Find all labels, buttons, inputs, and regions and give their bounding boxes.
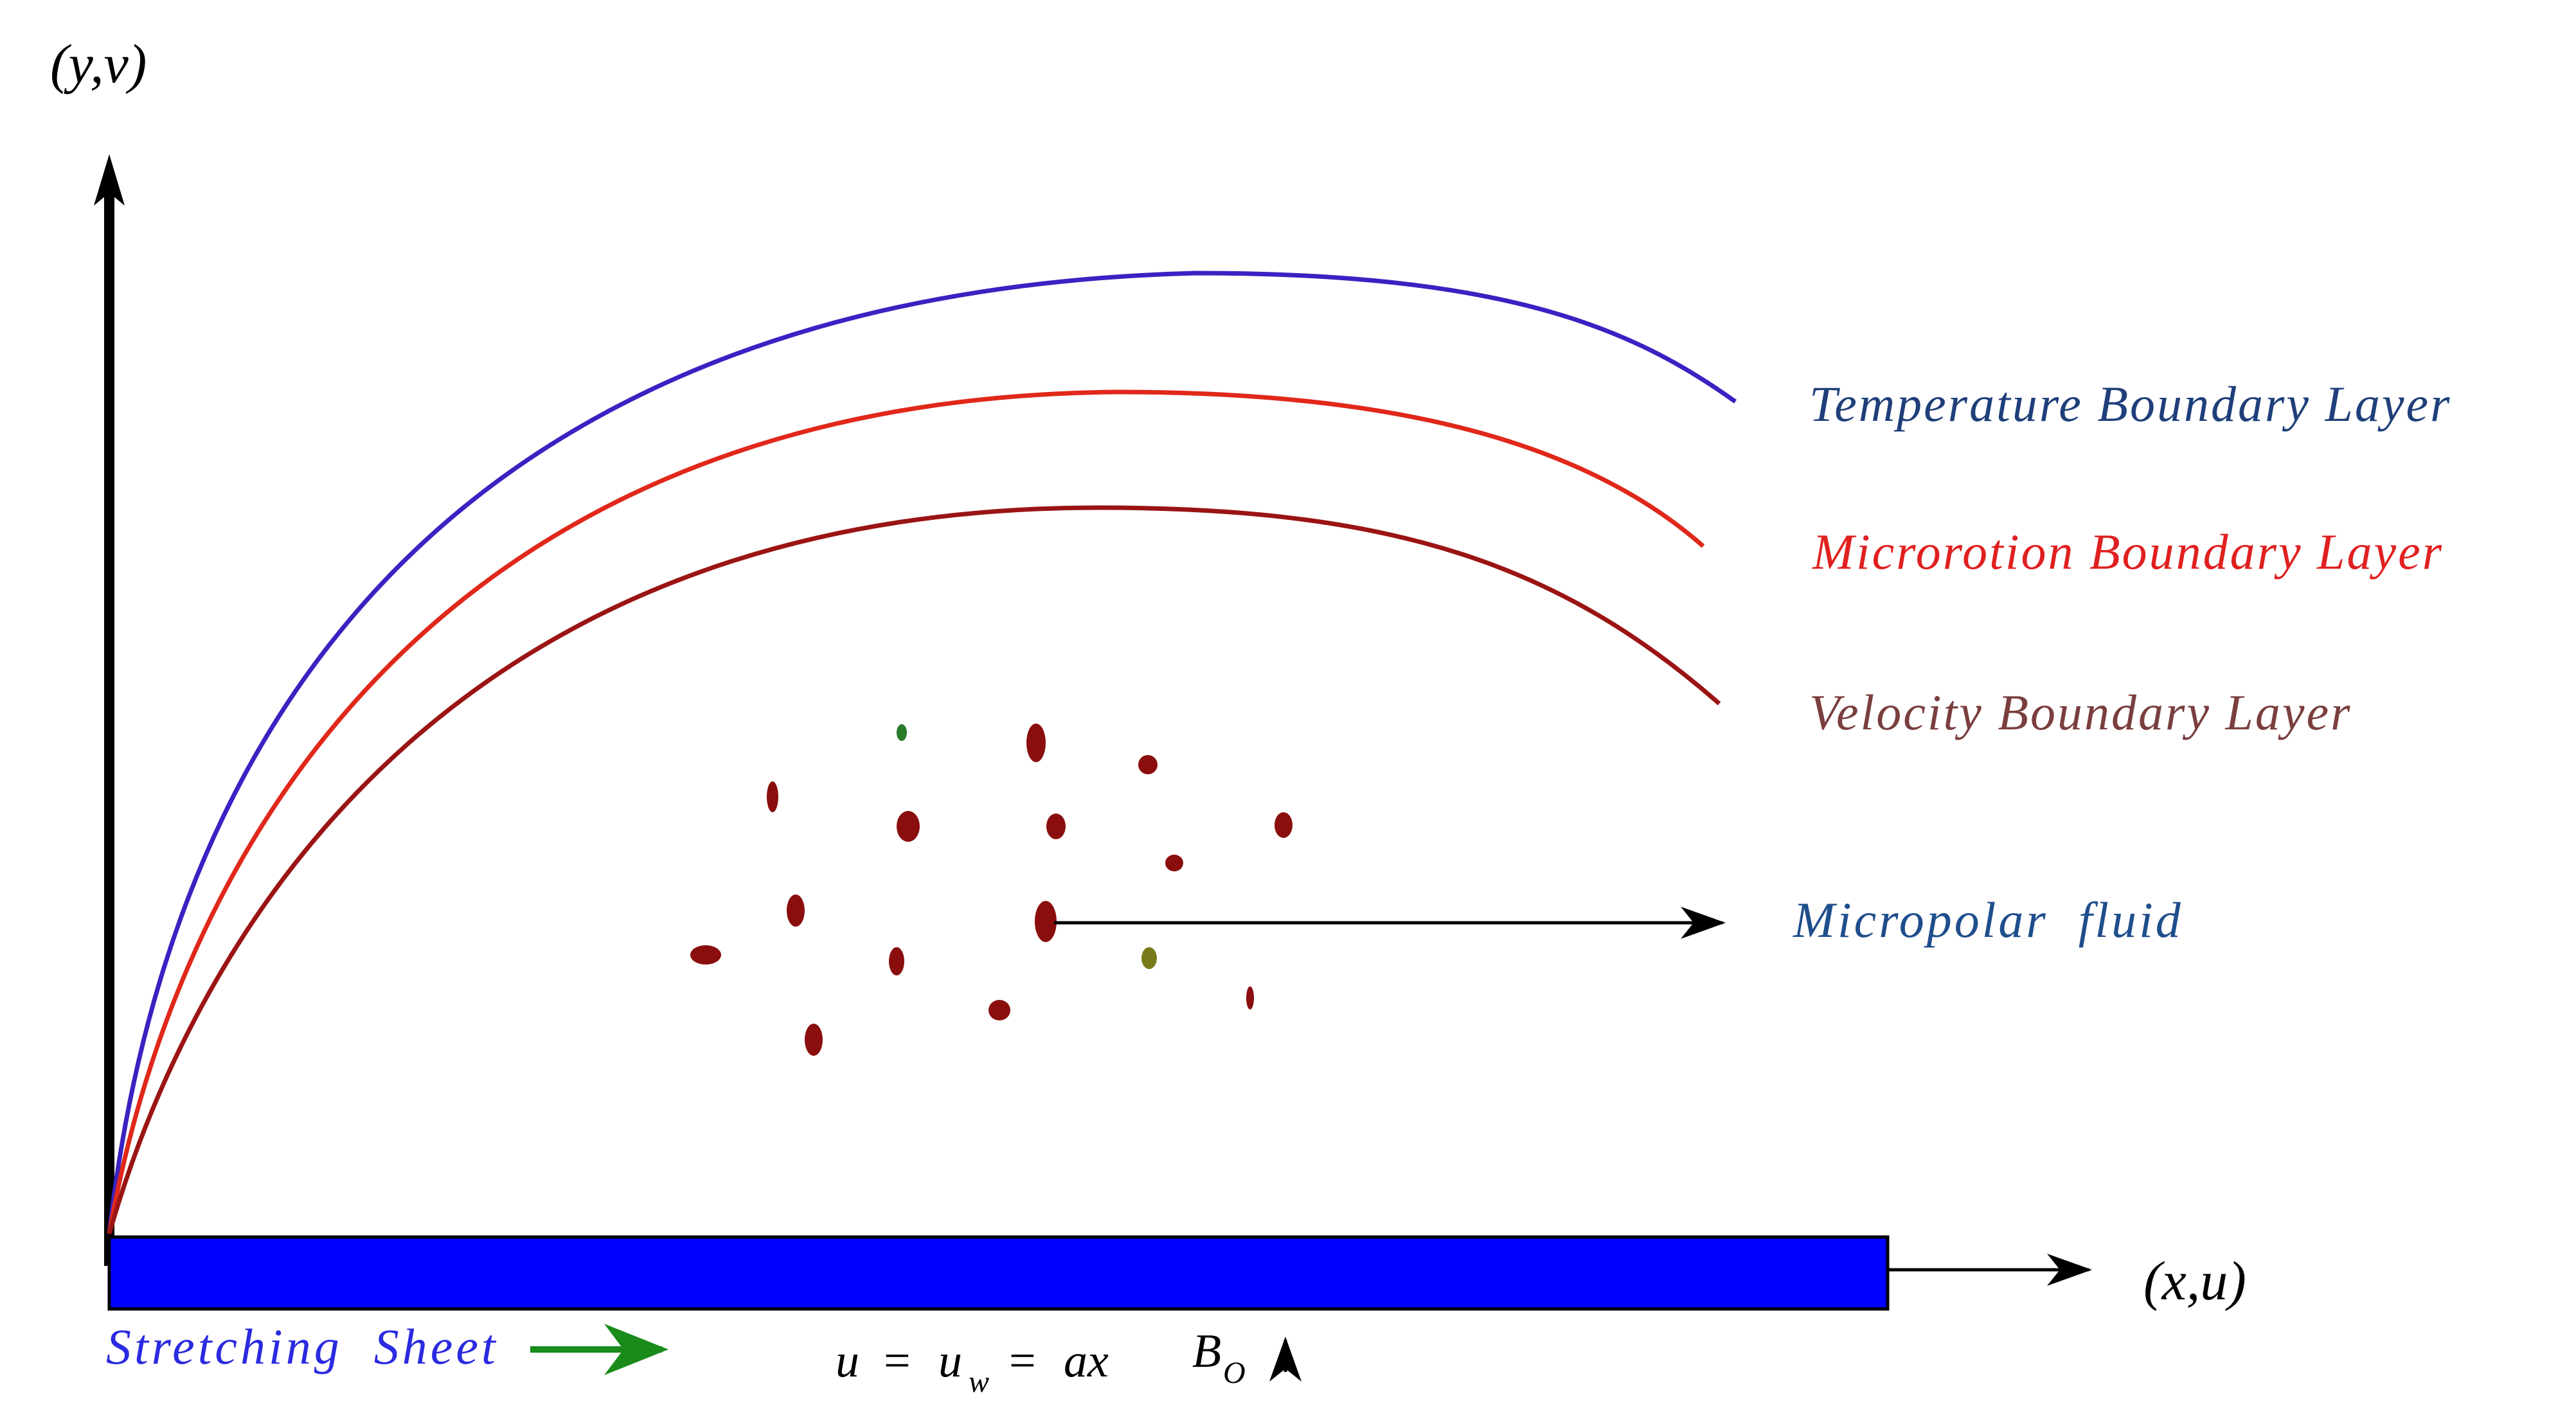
microrotion-boundary-layer-curve bbox=[107, 389, 1705, 1234]
stretching-sheet bbox=[107, 1235, 1890, 1311]
temperature-boundary-layer-curve bbox=[107, 271, 1737, 1234]
magnetic-field-base: B bbox=[1192, 1325, 1221, 1378]
y-axis-arrowhead bbox=[94, 154, 125, 206]
particle bbox=[1275, 812, 1292, 838]
micropolar-fluid-label: Micropolar fluid bbox=[1793, 892, 2183, 948]
temperature-boundary-layer-label: Temperature Boundary Layer bbox=[1809, 376, 2452, 432]
particle bbox=[787, 894, 805, 927]
particle bbox=[1141, 947, 1157, 969]
velocity-boundary-layer-curve bbox=[107, 505, 1721, 1234]
micropolar-particles bbox=[690, 724, 1292, 1056]
velocity-boundary-layer-label: Velocity Boundary Layer bbox=[1809, 684, 2352, 740]
equation-ax: ax bbox=[1064, 1335, 1109, 1387]
x-axis-label: (x,u) bbox=[2143, 1250, 2246, 1312]
microrotion-boundary-layer-label: Microrotion Boundary Layer bbox=[1812, 524, 2444, 580]
particle bbox=[1138, 755, 1158, 774]
particle bbox=[805, 1024, 823, 1056]
equation-equals-1: = bbox=[884, 1335, 911, 1387]
particle bbox=[690, 945, 721, 965]
stretching-sheet-label: Stretching Sheet bbox=[106, 1319, 499, 1375]
particle bbox=[897, 811, 920, 842]
particle bbox=[1026, 724, 1046, 762]
particle bbox=[988, 1000, 1010, 1020]
particle bbox=[1035, 901, 1057, 942]
wall-velocity-equation: u = u w = ax bbox=[836, 1335, 1109, 1399]
magnetic-field-label: B O bbox=[1192, 1325, 1246, 1390]
particle bbox=[1165, 855, 1183, 871]
particle bbox=[767, 781, 778, 812]
equation-equals-2: = bbox=[1009, 1335, 1036, 1387]
particle bbox=[1046, 814, 1066, 839]
equation-uw-subscript: w bbox=[969, 1365, 989, 1399]
magnetic-field-subscript: O bbox=[1223, 1356, 1246, 1390]
particle bbox=[889, 947, 904, 975]
particle bbox=[1246, 986, 1254, 1010]
y-axis-label: (y,v) bbox=[50, 33, 147, 94]
equation-uw-base: u bbox=[938, 1335, 962, 1387]
equation-u: u bbox=[836, 1335, 859, 1387]
particle bbox=[897, 724, 907, 741]
